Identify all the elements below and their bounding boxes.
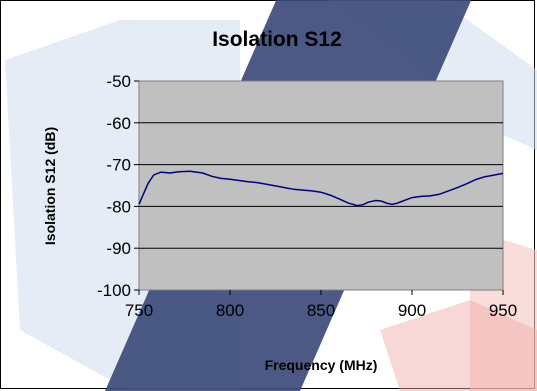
x-axis-title: Frequency (MHz) (265, 357, 378, 373)
x-tick-label-3: 900 (398, 301, 426, 320)
series-line-isolation-s12 (138, 170, 504, 207)
chart-title: Isolation S12 (212, 28, 342, 51)
y-tick-label-0: -50 (106, 72, 131, 91)
x-tick-label-4: 950 (489, 301, 517, 320)
y-tick-label-4: -90 (106, 239, 131, 258)
x-tick-label-2: 850 (307, 301, 335, 320)
x-tick-label-0: 750 (125, 301, 153, 320)
plot-area (138, 80, 504, 291)
x-tick-label-1: 800 (216, 301, 244, 320)
y-tick-label-3: -80 (106, 197, 131, 216)
gridlines (139, 122, 503, 249)
y-axis-title: Isolation S12 (dB) (42, 127, 58, 245)
x-axis-ticks: 750 800 850 900 950 (125, 290, 517, 320)
y-tick-label-1: -60 (106, 114, 131, 133)
y-tick-label-2: -70 (106, 156, 131, 175)
y-axis-ticks: -50 -60 -70 -80 -90 -100 (97, 72, 139, 300)
y-tick-label-5: -100 (97, 281, 131, 300)
